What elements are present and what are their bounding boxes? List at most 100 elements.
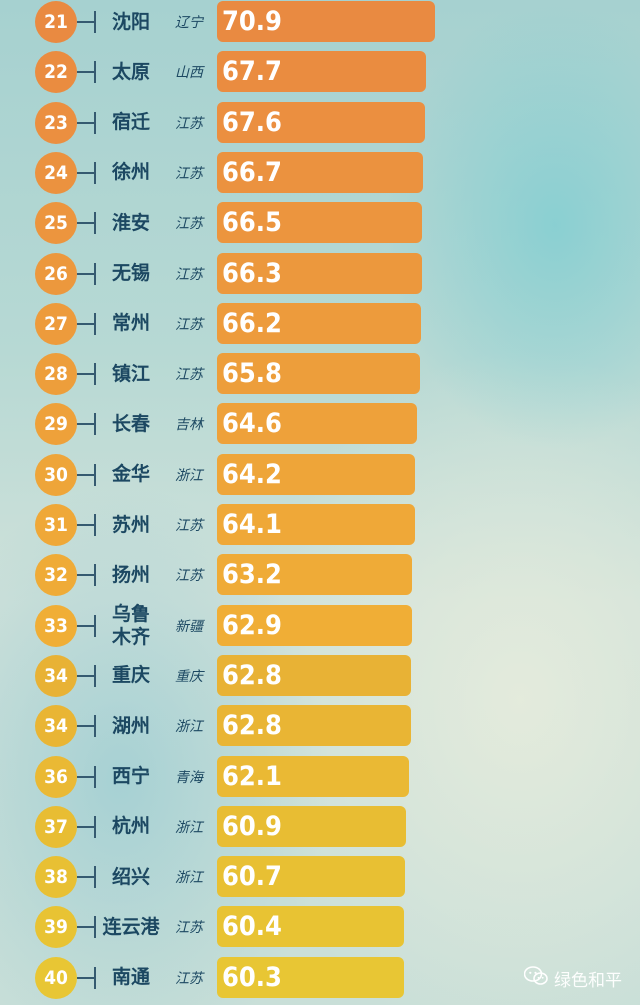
connector-line — [94, 514, 96, 536]
province-name: 辽宁 — [175, 15, 203, 31]
connector-line — [77, 876, 95, 879]
connector-line — [94, 463, 96, 486]
rank-badge: 24 — [35, 151, 77, 194]
city-name: 淮安 — [111, 211, 150, 234]
chart-row: 33 乌鲁 木齐 新疆 62.9 — [0, 601, 640, 651]
bar: 60.3 — [217, 956, 404, 998]
city-name: 南通 — [111, 966, 150, 989]
bar-value-label: 62.9 — [222, 609, 282, 641]
city-name: 金华 — [111, 463, 150, 486]
bar-value-label: 62.8 — [222, 710, 282, 742]
bar-value-label: 62.8 — [222, 659, 282, 691]
connector-line — [77, 524, 95, 526]
connector-line — [77, 121, 95, 124]
chart-row: 26 无锡 江苏 66.3 — [0, 249, 640, 299]
connector-line — [77, 423, 95, 426]
bar: 62.9 — [217, 604, 412, 646]
city-name: 镇江 — [111, 362, 150, 385]
bar: 66.3 — [217, 252, 422, 294]
connector-line — [94, 161, 96, 184]
city-name: 湖州 — [111, 714, 150, 737]
chart-row: 24 徐州 江苏 66.7 — [0, 148, 640, 198]
connector-line — [94, 715, 96, 738]
bar: 63.2 — [217, 554, 413, 596]
connector-line — [94, 111, 96, 134]
connector-line — [94, 413, 96, 436]
rank-badge: 29 — [35, 403, 77, 446]
province-name: 江苏 — [175, 970, 203, 987]
chart-row: 22 太原 山西 67.7 — [0, 47, 640, 97]
province-name: 浙江 — [175, 870, 203, 887]
bar-value-label: 67.6 — [222, 106, 282, 138]
rank-badge: 26 — [35, 252, 77, 295]
rank-badge: 25 — [35, 202, 77, 245]
rank-badge: 28 — [35, 353, 77, 396]
rank-badge: 38 — [35, 856, 77, 899]
bar: 62.8 — [217, 705, 412, 747]
connector-line — [77, 825, 95, 828]
province-name: 江苏 — [175, 568, 203, 585]
chart-row: 40 南通 江苏 60.3 — [0, 953, 640, 1003]
connector-line — [94, 312, 96, 335]
connector-line — [94, 966, 96, 989]
connector-line — [94, 664, 96, 687]
bar: 67.7 — [217, 51, 426, 93]
province-name: 吉林 — [175, 417, 203, 434]
chart-row: 25 淮安 江苏 66.5 — [0, 198, 640, 248]
rank-badge: 33 — [35, 604, 77, 647]
connector-line — [94, 765, 96, 788]
connector-line — [77, 222, 95, 225]
province-name: 浙江 — [175, 819, 203, 836]
rank-badge: 34 — [35, 705, 77, 748]
connector-line — [94, 61, 96, 84]
chart-row: 32 扬州 江苏 63.2 — [0, 550, 640, 600]
rank-badge: 36 — [35, 755, 77, 798]
bar-value-label: 63.2 — [222, 559, 282, 591]
city-name: 连云港 — [102, 915, 160, 938]
connector-line — [94, 614, 96, 637]
rank-badge: 31 — [35, 504, 77, 546]
chart-row: 31 苏州 江苏 64.1 — [0, 500, 640, 550]
city-name: 沈阳 — [111, 10, 150, 33]
bar-value-label: 67.7 — [222, 56, 282, 88]
province-name: 江苏 — [175, 518, 203, 534]
province-name: 浙江 — [175, 467, 203, 484]
province-name: 江苏 — [175, 316, 203, 333]
city-name-line: 乌鲁 — [111, 602, 150, 625]
connector-line — [77, 322, 95, 325]
connector-line — [77, 775, 95, 778]
rank-badge: 21 — [35, 1, 77, 43]
bar: 66.5 — [217, 202, 423, 244]
bar: 67.6 — [217, 101, 426, 143]
bar-value-label: 64.6 — [222, 408, 282, 440]
connector-line — [94, 866, 96, 889]
bar: 70.9 — [217, 1, 435, 42]
chart-row: 28 镇江 江苏 65.8 — [0, 349, 640, 399]
connector-line — [77, 171, 95, 174]
connector-line — [94, 815, 96, 838]
rank-badge: 40 — [35, 956, 77, 999]
rank-badge: 34 — [35, 654, 77, 697]
bar: 60.4 — [217, 906, 405, 948]
province-name: 江苏 — [175, 216, 203, 233]
province-name: 青海 — [175, 769, 203, 786]
connector-line — [94, 262, 96, 285]
rank-badge: 39 — [35, 906, 77, 949]
province-name: 江苏 — [175, 165, 203, 182]
rank-badge: 37 — [35, 805, 77, 848]
city-name: 太原 — [111, 60, 150, 83]
chart-row: 39 连云港 江苏 60.4 — [0, 902, 640, 952]
city-name: 扬州 — [111, 563, 150, 586]
rank-badge: 27 — [35, 302, 77, 345]
connector-line — [77, 976, 95, 979]
bar-value-label: 64.2 — [222, 458, 282, 490]
bar: 64.6 — [217, 403, 417, 445]
watermark: 绿色和平 — [523, 966, 622, 991]
city-name: 西宁 — [111, 765, 150, 787]
connector-line — [94, 564, 96, 587]
chart-row: 29 长春 吉林 64.6 — [0, 399, 640, 449]
watermark-text: 绿色和平 — [554, 971, 622, 991]
city-name: 乌鲁 木齐 — [100, 601, 162, 651]
connector-line — [77, 373, 95, 376]
